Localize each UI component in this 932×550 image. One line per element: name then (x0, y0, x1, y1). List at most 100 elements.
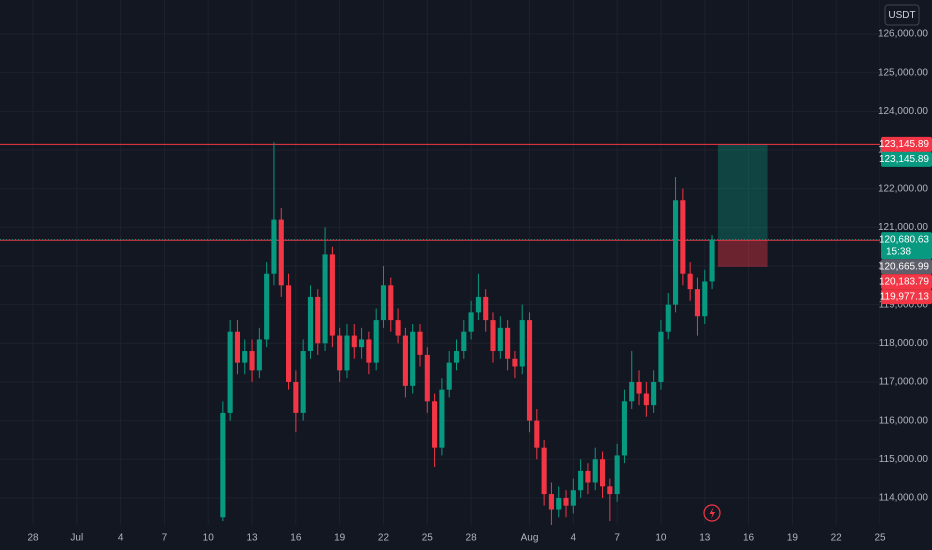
price-tag-label: 120,680.63 (879, 234, 929, 245)
candle-body (271, 219, 277, 274)
candle-body (505, 327, 511, 359)
candle-body (607, 486, 613, 495)
candle-body (548, 494, 554, 510)
x-tick-label: 16 (743, 533, 755, 544)
candle-body (585, 470, 591, 483)
stop-loss-zone (717, 239, 768, 267)
candle-body (256, 339, 262, 371)
candle-body (629, 381, 635, 402)
x-tick-label: Aug (521, 533, 539, 544)
candles (220, 142, 715, 525)
price-tag (881, 289, 932, 305)
candle-body (651, 381, 657, 406)
candle-body (366, 339, 372, 363)
candle-body (315, 296, 321, 344)
x-tick-label: 4 (118, 533, 124, 544)
y-tick-label: 122,000.00 (878, 183, 928, 194)
x-tick-label: 13 (699, 533, 711, 544)
candle-body (621, 401, 627, 456)
currency-label: USDT (888, 10, 915, 21)
y-tick-label: 115,000.00 (879, 454, 929, 465)
y-tick-label: 126,000.00 (878, 29, 928, 40)
candle-body (680, 200, 686, 274)
take-profit-zone (717, 144, 768, 240)
candle-body (636, 381, 642, 394)
alert-icon[interactable] (703, 504, 721, 522)
x-tick-label: 19 (334, 533, 346, 544)
y-tick-label: 117,000.00 (879, 377, 929, 388)
candle-body (534, 420, 540, 448)
candle-body (614, 455, 620, 495)
candle-body (563, 497, 569, 506)
candle-body (402, 335, 408, 386)
candle-body (592, 459, 598, 483)
y-tick-label: 124,000.00 (878, 106, 928, 117)
candle-body (439, 389, 445, 448)
candle-body (337, 335, 343, 371)
x-tick-label: 28 (27, 533, 39, 544)
x-tick-label: 10 (203, 533, 215, 544)
x-tick-label: 7 (162, 533, 168, 544)
y-tick-label: 119,000.00 (879, 299, 929, 310)
candle-body (694, 289, 701, 317)
currency-box[interactable] (884, 4, 920, 26)
candle-body (578, 470, 584, 491)
x-tick-label: 7 (614, 533, 620, 544)
candle-body (278, 219, 284, 286)
candle-body (380, 285, 387, 321)
price-tag-label: 123,145.89 (879, 139, 929, 150)
candle-body (672, 200, 679, 305)
price-tag-label: 120,183.79 (879, 276, 929, 287)
candle-body (307, 296, 314, 352)
x-tick-label: 16 (290, 533, 302, 544)
candle-body (453, 351, 460, 363)
candle-body (424, 354, 430, 402)
x-tick-label: 25 (422, 533, 434, 544)
candle-body (599, 459, 606, 487)
candle-body (658, 331, 664, 382)
candle-body (329, 254, 335, 336)
y-tick-label: 118,000.00 (879, 338, 929, 349)
candle-body (687, 273, 693, 290)
price-tag (881, 136, 932, 152)
price-tag (881, 232, 932, 260)
alert-circle[interactable] (703, 504, 721, 522)
x-tick-label: 22 (831, 533, 843, 544)
candle-body (234, 331, 241, 363)
candle-body (322, 254, 328, 344)
price-tag-label: 120,665.99 (879, 261, 929, 272)
candle-body (227, 331, 233, 413)
candle-body (709, 239, 715, 282)
candle-body (702, 281, 708, 317)
candle-body (541, 447, 547, 495)
price-tag-time: 15:38 (886, 246, 911, 257)
price-tag (881, 259, 932, 275)
alert-bolt (709, 507, 715, 519)
candle-body (512, 358, 518, 367)
candle-body (556, 497, 562, 510)
price-tag-label: 119,977.13 (880, 291, 930, 302)
candle-body (249, 351, 255, 371)
candle-body (220, 412, 226, 518)
candle-body (373, 320, 379, 363)
candle-body (475, 296, 481, 313)
price-tag (881, 274, 932, 290)
candle-body (344, 335, 350, 371)
candle-body (665, 304, 671, 332)
x-tick-label: 4 (571, 533, 577, 544)
x-tick-label: 22 (378, 533, 390, 544)
y-tick-label: 125,000.00 (878, 67, 928, 78)
x-tick-label: 19 (787, 533, 799, 544)
candle-body (643, 393, 649, 406)
overlay (0, 143, 880, 267)
candle-body (497, 327, 503, 352)
candle-body (519, 320, 525, 367)
candle-body (388, 285, 394, 321)
candle-body (483, 296, 489, 321)
candle-body (351, 335, 357, 348)
y-tick-label: 114,000.00 (879, 493, 929, 504)
candle-body (417, 331, 423, 355)
